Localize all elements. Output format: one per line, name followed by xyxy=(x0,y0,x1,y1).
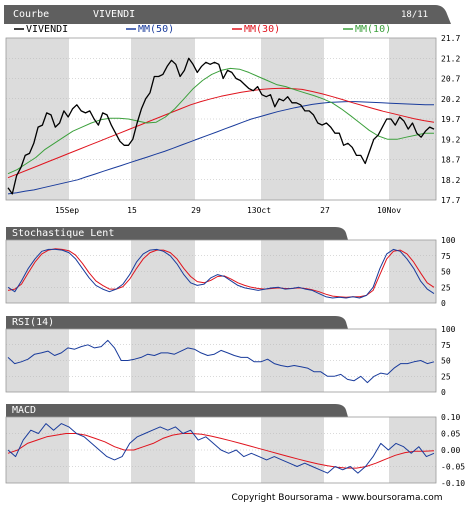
x-tick-label: 13Oct xyxy=(247,206,271,215)
legend-label-mm10: MM(10) xyxy=(355,24,391,35)
header-tab-label: Courbe xyxy=(13,9,49,20)
rsi-title: RSI(14) xyxy=(12,317,54,328)
y-tick-label: 0 xyxy=(441,299,446,308)
panel-frame xyxy=(5,416,437,484)
panel-title-bar xyxy=(6,227,348,240)
header-bar-shape xyxy=(4,5,451,24)
y-tick-label: 75 xyxy=(441,341,451,350)
y-tick-label: 50 xyxy=(441,268,451,277)
panel-frame xyxy=(5,37,437,201)
y-tick-label: 100 xyxy=(441,325,456,334)
series-layer xyxy=(7,57,435,474)
y-tick-label: 21.7 xyxy=(441,34,460,43)
panel-shade-band xyxy=(6,240,69,303)
y-tick-label: -0.05 xyxy=(441,463,465,472)
panel-title-bar xyxy=(6,316,348,329)
panel-shade-band xyxy=(261,240,324,303)
series-line-vivendi xyxy=(7,57,435,195)
panel-background xyxy=(6,240,436,303)
y-tick-label: -0.10 xyxy=(441,479,465,488)
y-tick-label: 25 xyxy=(441,283,451,292)
y-tick-label: 21.2 xyxy=(441,54,460,63)
series-line-rsi xyxy=(7,339,435,384)
panel-titles: Stochastique Lent RSI(14) MACD xyxy=(12,228,114,416)
x-tick-label: 29 xyxy=(191,206,201,215)
y-tick-label: 20.2 xyxy=(441,95,460,104)
y-tick-label: 18.2 xyxy=(441,176,460,185)
x-tick-label: 15Sep xyxy=(55,206,79,215)
y-tick-label: 0 xyxy=(441,388,446,397)
panel-background xyxy=(6,38,436,200)
series-line-stoch-k xyxy=(7,248,435,299)
y-tick-label: 18.7 xyxy=(441,156,460,165)
legend-label-mm50: MM(50) xyxy=(138,24,174,35)
y-tick-label: 0.05 xyxy=(441,430,460,439)
y-tick-label: 0.00 xyxy=(441,446,460,455)
stochastic-title: Stochastique Lent xyxy=(12,228,114,239)
y-tick-label: 25 xyxy=(441,372,451,381)
ticks-layer: 17.7 18.2 18.7 19.2 19.7 20.2 20.7 21.2 21.7 0 25 5… xyxy=(55,34,465,488)
y-tick-label: 20.7 xyxy=(441,75,460,84)
legend-label-vivendi: VIVENDI xyxy=(26,24,68,35)
header-date: 18/11 xyxy=(401,10,428,20)
macd-title: MACD xyxy=(12,405,36,416)
x-tick-label: 15 xyxy=(127,206,137,215)
series-line-mm50 xyxy=(7,101,434,195)
x-tick-label: 10Nov xyxy=(377,206,401,215)
panel-frame xyxy=(5,328,437,393)
panel-title-bar xyxy=(6,404,348,417)
panel-shade-band xyxy=(6,38,69,200)
copyright-text: Copyright Boursorama - www.boursorama.co… xyxy=(231,493,442,503)
y-tick-label: 19.2 xyxy=(441,135,460,144)
panel-shade-band xyxy=(261,329,324,392)
y-tick-label: 75 xyxy=(441,252,451,261)
panel-shade-band xyxy=(6,329,69,392)
y-tick-label: 50 xyxy=(441,357,451,366)
panel-background xyxy=(6,329,436,392)
x-tick-label: 27 xyxy=(320,206,330,215)
panel-shade-band xyxy=(261,417,324,483)
header-bar: Courbe VIVENDI 18/11 xyxy=(4,5,451,24)
y-tick-label: 17.7 xyxy=(441,196,460,205)
legend-label-mm30: MM(30) xyxy=(244,24,280,35)
y-tick-label: 0.10 xyxy=(441,413,460,422)
series-line-macd-signal xyxy=(7,433,435,469)
panel-frame xyxy=(5,239,437,304)
series-line-stoch-d xyxy=(7,248,435,298)
header-instrument: VIVENDI xyxy=(93,9,135,20)
y-tick-label: 100 xyxy=(441,236,456,245)
y-tick-label: 19.7 xyxy=(441,115,460,124)
price-legend: VIVENDI MM(50) MM(30) MM(10) xyxy=(14,24,391,35)
panels xyxy=(5,37,437,484)
series-line-macd xyxy=(7,423,435,474)
series-line-mm30 xyxy=(7,87,435,179)
panel-shade-band xyxy=(261,38,324,200)
